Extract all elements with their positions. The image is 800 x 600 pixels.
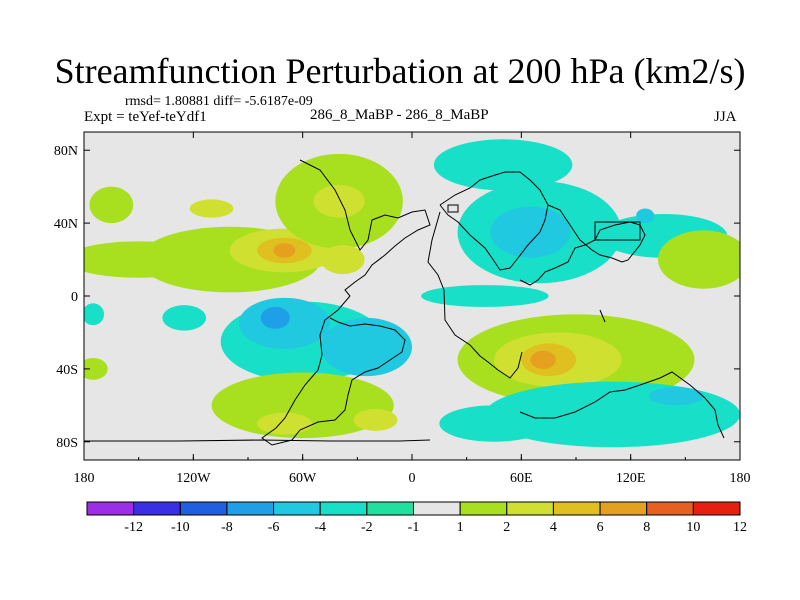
anomaly-region-33 (320, 244, 365, 275)
colorbar-swatch (599, 501, 648, 516)
colorbar-label: -8 (221, 520, 233, 535)
anomaly-region-30 (162, 305, 207, 331)
colorbar-swatch (459, 501, 508, 516)
y-tick-label: 40S (56, 363, 78, 378)
colorbar-label: -1 (408, 520, 420, 535)
season-label: JJA (714, 109, 737, 125)
anomaly-region-28 (439, 405, 549, 442)
y-tick-label: 80N (54, 144, 78, 159)
chart-title: Streamfunction Perturbation at 200 hPa (… (54, 51, 746, 91)
coastline-asia (519, 204, 646, 286)
anomaly-region-32 (658, 230, 740, 289)
colorbar-label: -6 (268, 520, 280, 535)
anomaly-region-10 (273, 243, 296, 258)
coastline-islands (447, 204, 641, 241)
coastline-australia (519, 309, 725, 439)
x-tick-label: 60W (289, 471, 317, 486)
anomaly-region-31 (84, 303, 105, 326)
stats-label: rmsd= 1.80881 diff= -5.6187e-09 (125, 94, 313, 109)
colorbar-swatch (86, 501, 135, 516)
anomaly-region-19 (257, 412, 312, 435)
x-tick-label: 180 (74, 471, 95, 486)
anomaly-region-0 (433, 139, 573, 191)
colorbar: -12 -10 -8 -6 -4 -2 -1 1 2 4 6 8 10 12 (86, 501, 747, 535)
coastline-south-america (261, 295, 406, 446)
anomaly-region-20 (353, 408, 398, 431)
colorbar-label: -12 (124, 520, 143, 535)
anomaly-region-16 (260, 306, 290, 329)
anomaly-layer (84, 139, 740, 448)
x-tick-label: 120E (616, 471, 646, 486)
colorbar-label: 8 (643, 520, 650, 535)
colorbar-swatch (692, 501, 741, 516)
coastline-antarctica (84, 439, 431, 442)
coastline-layer (84, 159, 725, 446)
anomaly-region-12 (313, 184, 365, 218)
experiment-label: Expt = teYef-teYdf1 (84, 109, 207, 125)
colorbar-swatch (366, 501, 415, 516)
colorbar-label: -10 (171, 520, 190, 535)
colorbar-swatch (319, 501, 368, 516)
colorbar-swatch (273, 501, 321, 516)
y-tick-label: 0 (71, 290, 78, 305)
colorbar-label: 12 (733, 520, 747, 535)
x-tick-label: 0 (409, 471, 416, 486)
x-tick-label: 120W (176, 471, 211, 486)
y-axis: 80N 40N 0 40S 80S (54, 144, 740, 451)
anomaly-region-21 (84, 357, 108, 380)
colorbar-swatch (506, 501, 554, 516)
colorbar-swatch (226, 501, 275, 516)
anomaly-region-2 (490, 206, 571, 258)
colorbar-swatch (413, 501, 461, 516)
coastline-north-america (299, 159, 431, 297)
x-axis: 180 120W 60W 0 60E 120E 180 (74, 132, 751, 486)
center-label: 286_8_MaBP - 286_8_MaBP (310, 107, 489, 123)
colorbar-label: 1 (457, 520, 464, 535)
colorbar-swatch (179, 501, 228, 516)
colorbar-label: 4 (550, 520, 557, 535)
y-tick-label: 80S (56, 436, 78, 451)
colorbar-swatch (552, 501, 601, 516)
colorbar-label: 6 (597, 520, 604, 535)
x-tick-label: 180 (730, 471, 751, 486)
anomaly-region-18 (211, 372, 394, 439)
colorbar-swatch (646, 501, 694, 516)
colorbar-label: 2 (503, 520, 510, 535)
anomaly-region-5 (89, 186, 134, 224)
colorbar-label: 10 (686, 520, 700, 535)
x-tick-label: 60E (510, 471, 533, 486)
y-tick-label: 40N (54, 217, 78, 232)
colorbar-swatch (133, 501, 181, 516)
colorbar-label: -2 (361, 520, 373, 535)
anomaly-region-27 (648, 387, 704, 406)
anomaly-region-29 (421, 285, 549, 307)
anomaly-region-25 (530, 350, 556, 369)
anomaly-region-13 (189, 199, 234, 218)
anomaly-region-4 (636, 208, 655, 224)
coastline-europe-africa (427, 171, 549, 379)
colorbar-label: -4 (314, 520, 326, 535)
anomaly-region-17 (320, 317, 413, 377)
